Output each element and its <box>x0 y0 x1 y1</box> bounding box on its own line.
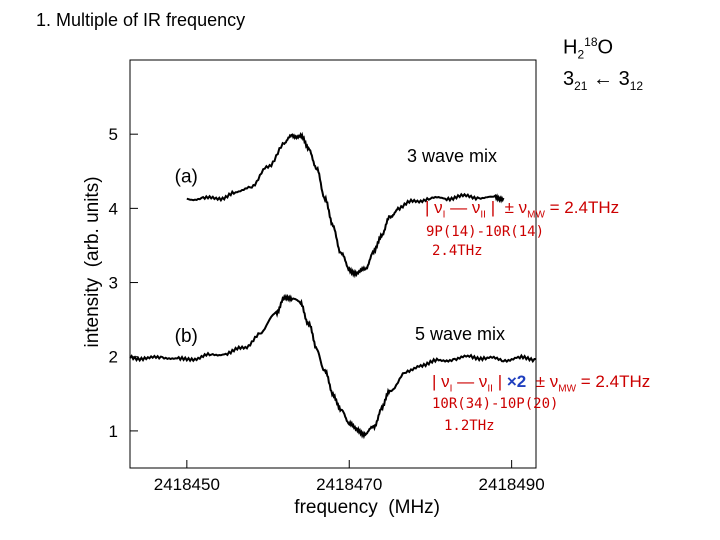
molecule-h-subscript: 2 <box>577 47 585 62</box>
three-wave-sub-ii: II <box>480 209 486 221</box>
five-wave-sub-mw: MW <box>558 383 577 395</box>
x-axis-label: frequency (MHz) <box>294 497 440 518</box>
molecule-element: O <box>597 36 614 59</box>
five-wave-value: = 2.4THz <box>580 372 651 391</box>
five-wave-sub-ii: II <box>487 383 493 395</box>
three-wave-value: = 2.4THz <box>549 198 620 217</box>
slide-title: 1. Multiple of IR frequency <box>36 10 246 30</box>
three-wave-nu-mw: ν <box>518 198 528 217</box>
five-wave-dash: — <box>457 372 475 391</box>
transition-lower-sub: 12 <box>629 78 644 93</box>
five-wave-line-1: 10R(34)-10P(20) <box>432 396 559 412</box>
y-axis-label: intensity (arb. units) <box>82 176 103 347</box>
three-wave-line-1: 9P(14)-10R(14) <box>426 224 545 240</box>
x-tick-label-2418470: 2418470 <box>316 475 382 494</box>
transition-arrow: ← <box>593 67 614 90</box>
five-wave-line-2: 1.2THz <box>444 418 495 434</box>
x-tick-label-2418490: 2418490 <box>479 475 545 494</box>
molecule-formula: H218O <box>563 30 643 67</box>
five-wave-multiplier: ×2 <box>506 372 527 391</box>
five-wave-formula: | νI — νII | ×2 ± νMW = 2.4THz <box>432 372 650 394</box>
five-wave-nu-mw: ν <box>549 372 559 391</box>
five-wave-mix-title: 5 wave mix <box>415 324 506 344</box>
five-wave-sub-i: I <box>449 383 453 395</box>
three-wave-mix-title: 3 wave mix <box>407 146 498 166</box>
trace-a <box>186 131 505 279</box>
three-wave-sub-i: I <box>442 209 446 221</box>
three-wave-dash: — <box>450 198 468 217</box>
three-wave-nu1: | ν <box>425 198 443 217</box>
transition-upper: 3 <box>563 67 575 90</box>
three-wave-bar: | <box>490 198 496 217</box>
molecule-base: H <box>563 36 578 59</box>
plot-frame <box>129 59 537 469</box>
transition-upper-sub: 21 <box>574 78 588 93</box>
three-wave-sub-mw: MW <box>527 209 545 221</box>
y-tick-label-3: 3 <box>109 274 118 293</box>
series-label-b: (b) <box>175 326 198 347</box>
series-label-a: (a) <box>175 166 198 187</box>
three-wave-nu2: ν <box>471 198 481 217</box>
three-wave-pm: ± <box>504 198 514 217</box>
five-wave-bar: | <box>497 372 503 391</box>
trace-b <box>129 293 536 440</box>
molecule-isotope: 18 <box>584 35 598 49</box>
y-tick-label-5: 5 <box>109 125 118 144</box>
molecule-transition-label: H218O 321 ← 312 <box>563 30 643 98</box>
transition-lower: 3 <box>618 67 630 90</box>
x-tick-label-2418450: 2418450 <box>154 475 220 494</box>
five-wave-nu2: ν <box>478 372 488 391</box>
y-tick-label-1: 1 <box>109 422 118 441</box>
y-tick-label-2: 2 <box>109 348 118 367</box>
three-wave-line-2: 2.4THz <box>432 243 483 259</box>
y-tick-label-4: 4 <box>109 199 118 218</box>
five-wave-pm: ± <box>535 372 546 391</box>
three-wave-formula: | νI — νII | ± νMW = 2.4THz <box>425 198 619 220</box>
transition-label: 321 ← 312 <box>563 67 643 98</box>
five-wave-nu1: | ν <box>432 372 450 391</box>
